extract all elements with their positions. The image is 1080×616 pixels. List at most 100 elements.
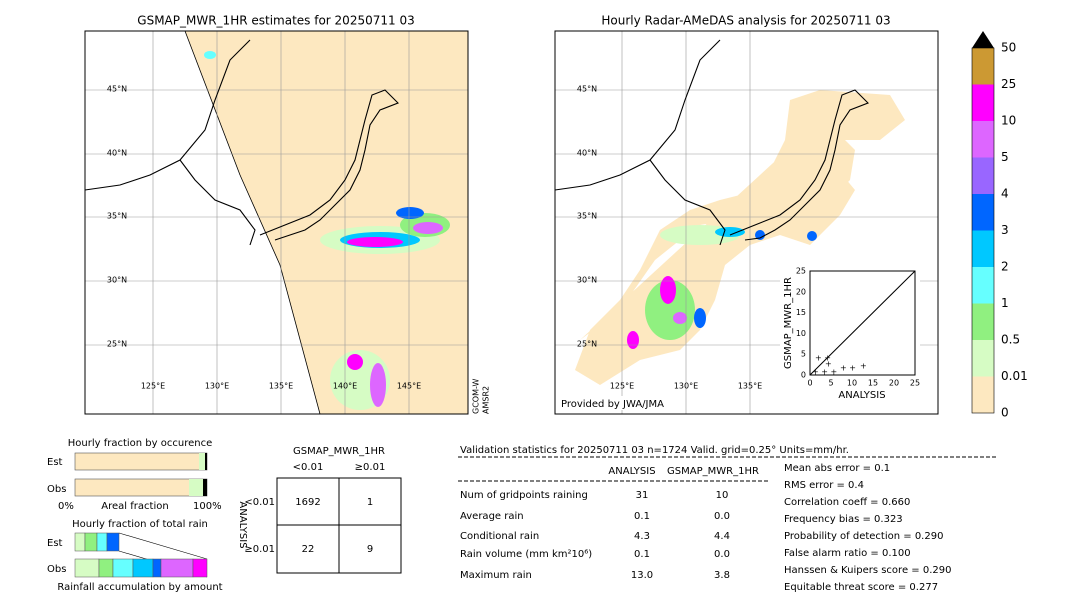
svg-text:+ +: + + xyxy=(815,354,831,363)
map-frame xyxy=(554,30,939,415)
score: Mean abs error = 0.1 xyxy=(784,463,890,474)
y-tick-label: 5 xyxy=(801,350,806,359)
colorbar-label: 3 xyxy=(1001,223,1009,237)
bar xyxy=(203,479,207,496)
colorbar-frame xyxy=(971,47,995,414)
score: Probability of detection = 0.290 xyxy=(784,531,943,542)
lon-label: 140°E xyxy=(333,382,357,391)
score: False alarm ratio = 0.100 xyxy=(784,548,911,559)
svg-text:+: + xyxy=(825,360,832,369)
credit-bg xyxy=(559,396,669,410)
coastline xyxy=(259,89,399,241)
colorbar-swatch xyxy=(972,194,994,231)
contingency-table: GSMAP_MWR_1HR <0.01 ≥0.01 ANALYSIS <0.01… xyxy=(237,446,402,574)
x-tick-label: 5 xyxy=(828,379,833,388)
scatter-xlabel: ANALYSIS xyxy=(838,390,885,401)
lon-label: 135°E xyxy=(738,382,762,391)
lat-label: 35°N xyxy=(107,212,127,221)
map-frame xyxy=(84,30,469,415)
score: RMS error = 0.4 xyxy=(784,480,864,491)
axis-label: Areal fraction xyxy=(101,501,168,512)
y-tick-label: 10 xyxy=(796,329,806,338)
cell: 0.0 xyxy=(714,511,730,522)
table-title: GSMAP_MWR_1HR xyxy=(293,446,385,457)
row-axis-label: ANALYSIS xyxy=(237,501,248,548)
axis-label: 0% xyxy=(58,501,74,512)
row-label: Rain volume (mm km²10⁶) xyxy=(460,549,592,560)
validation-header: Validation statistics for 20250711 03 n=… xyxy=(460,445,849,456)
cell: 1 xyxy=(367,497,373,508)
score: Correlation coeff = 0.660 xyxy=(784,497,910,508)
colorbar-label: 1 xyxy=(1001,296,1009,310)
coastline xyxy=(729,89,869,241)
y-tick-label: 0 xyxy=(801,371,806,380)
row-label: Num of gridpoints raining xyxy=(460,490,588,501)
lat-label: 40°N xyxy=(107,149,127,158)
colorbar-label: 10 xyxy=(1001,114,1016,128)
left-map: 45°N 40°N 35°N 30°N 25°N 125°E 130°E 135°E 140°E… xyxy=(84,14,491,415)
colorbar-label: 0.01 xyxy=(1001,369,1028,383)
bar xyxy=(74,452,208,471)
row-label: Maximum rain xyxy=(460,570,532,581)
y-tick-label: 25 xyxy=(796,267,806,276)
scatter-points: + + ++ ++ + ++ xyxy=(812,354,867,377)
col-label: GSMAP_MWR_1HR xyxy=(667,466,759,477)
total-rain-panel: Hourly fraction of total rain Est Obs Ra… xyxy=(47,519,223,593)
map-title: GSMAP_MWR_1HR estimates for 20250711 03 xyxy=(137,14,414,28)
colorbar-swatch xyxy=(972,48,994,85)
score: Equitable threat score = 0.277 xyxy=(784,582,938,593)
est-bar xyxy=(74,532,120,552)
coastline xyxy=(649,159,726,246)
colorbar-extend xyxy=(972,31,994,48)
map-title: Hourly Radar-AMeDAS analysis for 2025071… xyxy=(601,14,890,28)
swath xyxy=(185,31,468,414)
colorbar-swatch xyxy=(972,376,994,413)
panel-title: Hourly fraction by occurence xyxy=(68,438,212,449)
svg-text:+: + xyxy=(860,362,867,371)
cell: 31 xyxy=(636,490,649,501)
lat-label: 30°N xyxy=(577,276,597,285)
cell: 0.1 xyxy=(634,511,650,522)
coastline xyxy=(554,39,721,191)
row-label: Conditional rain xyxy=(460,531,539,542)
colorbar-label: 0.5 xyxy=(1001,333,1020,347)
swath-edge xyxy=(239,174,321,415)
x-tick-label: 25 xyxy=(910,379,920,388)
lon-label: 135°E xyxy=(269,382,293,391)
bar xyxy=(74,478,208,497)
x-tick-label: 10 xyxy=(847,379,857,388)
y-tick-label: 20 xyxy=(796,287,806,296)
sensor: GCOM-W xyxy=(472,378,481,414)
score: Frequency bias = 0.323 xyxy=(784,514,903,525)
score: Hanssen & Kuipers score = 0.290 xyxy=(784,565,951,576)
row-label: ≥0.01 xyxy=(244,544,275,555)
svg-text:+ + +: + + + xyxy=(812,368,837,377)
cell: 1692 xyxy=(295,497,320,508)
x-tick-label: 20 xyxy=(889,379,899,388)
right-map: 45°N 40°N 35°N 30°N 25°N 125°E 130°E 135°E Hour… xyxy=(554,14,939,415)
cell: 10 xyxy=(716,490,729,501)
axis-label: 100% xyxy=(193,501,222,512)
col-label: ANALYSIS xyxy=(608,466,655,477)
lat-label: 45°N xyxy=(107,85,127,94)
cell: 3.8 xyxy=(714,570,730,581)
cell: 4.3 xyxy=(634,531,650,542)
swath-edge xyxy=(184,30,241,176)
lat-label: 25°N xyxy=(577,340,597,349)
colorbar-swatch xyxy=(972,157,994,194)
y-tick-label: 15 xyxy=(796,308,806,317)
coastline xyxy=(179,159,256,246)
colorbar-label: 5 xyxy=(1001,150,1009,164)
cell: 13.0 xyxy=(631,570,653,581)
cell: 9 xyxy=(367,544,373,555)
colorbar-label: 25 xyxy=(1001,77,1016,91)
colorbar-label: 50 xyxy=(1001,41,1016,55)
x-tick-label: 0 xyxy=(807,379,812,388)
lat-label: 30°N xyxy=(107,276,127,285)
colorbar-label: 0 xyxy=(1001,406,1009,420)
lon-label: 130°E xyxy=(674,382,698,391)
diagonal xyxy=(809,270,916,376)
bar xyxy=(189,479,203,496)
cell: 22 xyxy=(302,544,315,555)
